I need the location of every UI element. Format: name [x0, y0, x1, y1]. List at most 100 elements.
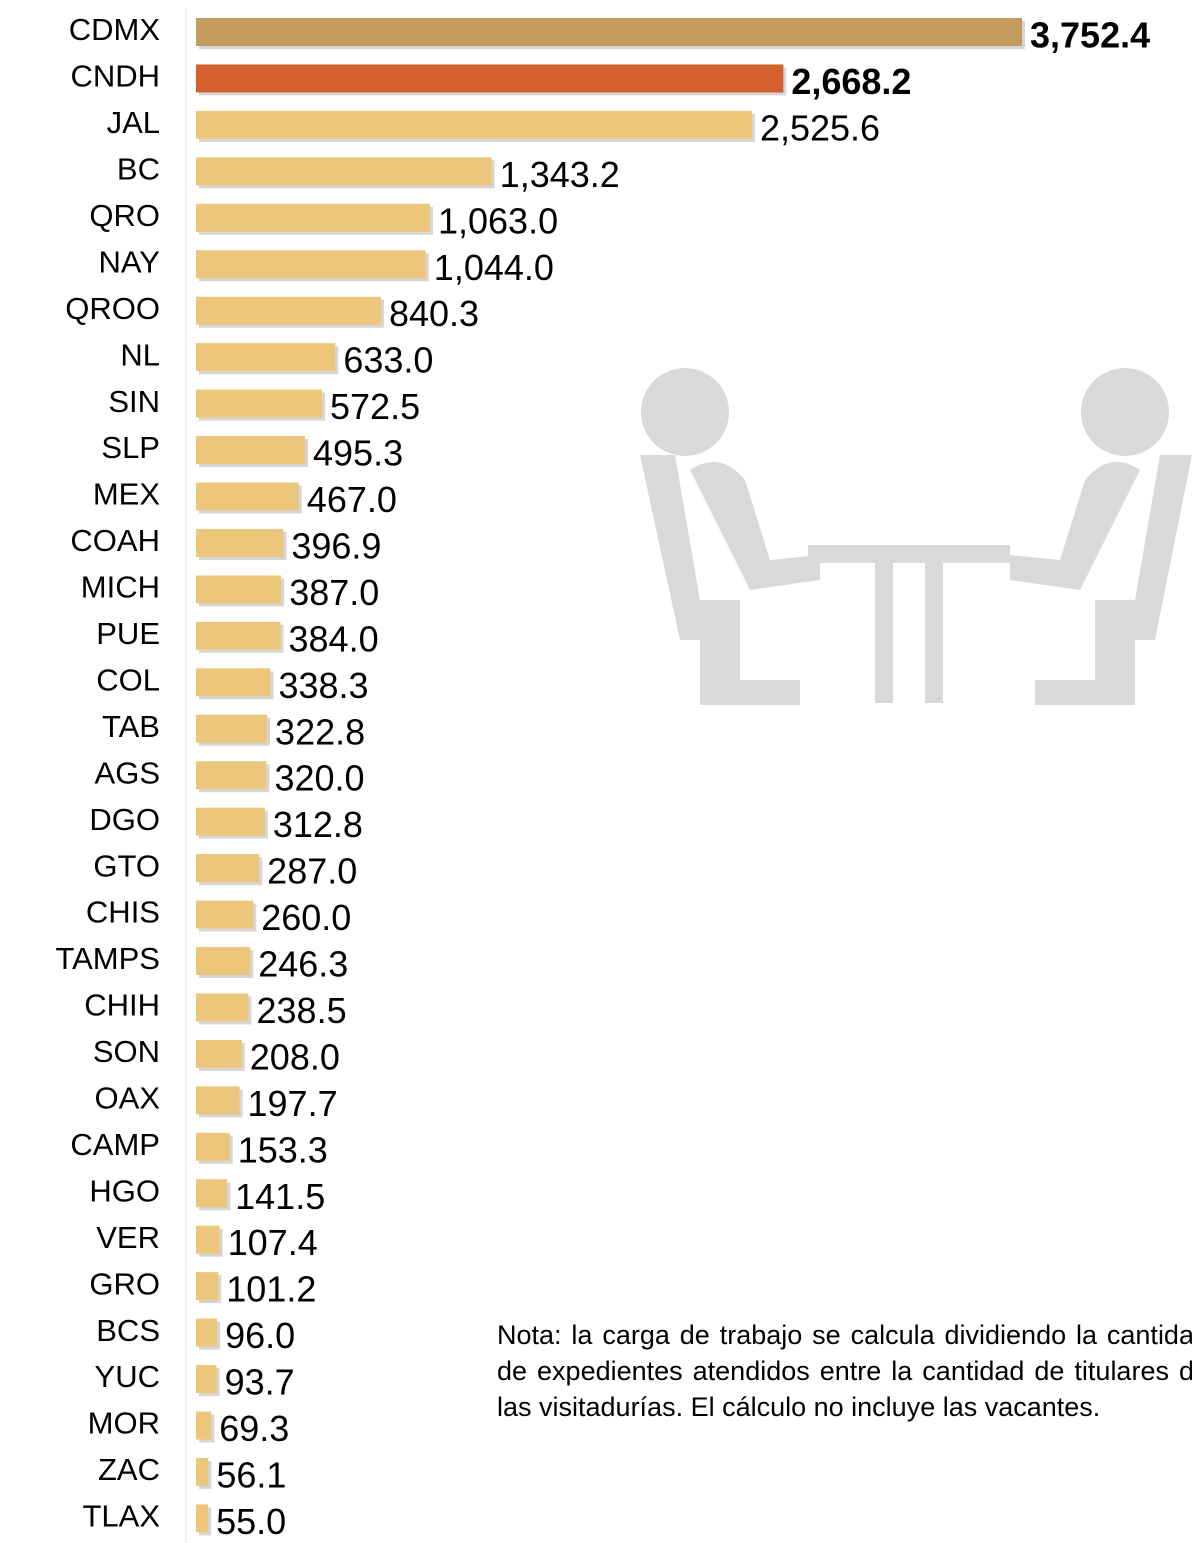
bar — [196, 18, 1022, 46]
category-label: CNDH — [70, 59, 160, 94]
bar — [196, 854, 260, 883]
value-label: 320.0 — [274, 758, 364, 799]
bar — [196, 1272, 219, 1301]
category-label: SLP — [101, 430, 160, 465]
bar — [196, 1086, 240, 1115]
value-label: 246.3 — [258, 944, 348, 985]
value-label: 840.3 — [389, 293, 479, 334]
bar — [196, 157, 492, 186]
value-label: 96.0 — [225, 1315, 295, 1356]
category-label: COL — [96, 662, 160, 697]
bar — [196, 807, 265, 836]
value-label: 467.0 — [307, 479, 397, 520]
category-label: PUE — [96, 616, 160, 651]
value-label: 387.0 — [289, 572, 379, 613]
category-label: SIN — [108, 384, 160, 419]
bar — [196, 1318, 218, 1347]
bar — [196, 64, 784, 93]
value-label: 238.5 — [257, 990, 347, 1031]
bar — [196, 296, 381, 325]
bar — [196, 1132, 230, 1161]
meeting-icon — [640, 368, 1192, 705]
bar — [196, 714, 268, 743]
value-label: 197.7 — [248, 1083, 338, 1124]
category-label: VER — [96, 1220, 160, 1255]
value-label: 141.5 — [235, 1176, 325, 1217]
value-label: 1,044.0 — [434, 247, 554, 288]
category-label: HGO — [89, 1173, 160, 1208]
category-label: BC — [117, 152, 160, 187]
value-label: 153.3 — [238, 1129, 328, 1170]
bar — [196, 1411, 212, 1440]
category-label: CDMX — [69, 12, 161, 47]
category-label: MICH — [81, 570, 160, 605]
value-label: 93.7 — [225, 1362, 295, 1403]
bar — [196, 203, 430, 232]
value-label: 1,343.2 — [500, 154, 620, 195]
category-label: NAY — [99, 244, 160, 279]
category-label: JAL — [107, 105, 160, 140]
bar — [196, 761, 267, 790]
bar — [196, 1457, 209, 1486]
value-label: 572.5 — [330, 386, 420, 427]
category-label: COAH — [70, 523, 160, 558]
bar — [196, 1504, 209, 1533]
bar — [196, 250, 426, 279]
bar — [196, 1179, 228, 1208]
bar — [196, 436, 306, 465]
category-label: QRO — [89, 198, 160, 233]
value-label: 384.0 — [289, 618, 379, 659]
category-label: CHIH — [84, 988, 160, 1023]
value-label: 55.0 — [216, 1501, 286, 1542]
bar — [196, 1039, 242, 1068]
value-label: 69.3 — [219, 1408, 289, 1449]
category-label: ZAC — [98, 1452, 160, 1487]
category-label: AGS — [95, 755, 160, 790]
value-label: 107.4 — [228, 1222, 318, 1263]
value-label: 2,668.2 — [791, 61, 911, 102]
bar — [196, 993, 249, 1022]
category-label: GRO — [89, 1266, 160, 1301]
value-label: 208.0 — [250, 1036, 340, 1077]
value-label: 312.8 — [273, 804, 363, 845]
category-label: DGO — [89, 802, 160, 837]
value-label: 2,525.6 — [760, 107, 880, 148]
category-label: TLAX — [82, 1499, 160, 1534]
value-label: 287.0 — [267, 851, 357, 892]
bar — [196, 482, 299, 511]
category-label: QROO — [65, 291, 160, 326]
category-label: YUC — [95, 1359, 160, 1394]
category-label: GTO — [93, 848, 160, 883]
value-label: 322.8 — [275, 711, 365, 752]
category-label: SON — [93, 1034, 160, 1069]
bar — [196, 343, 336, 372]
value-label: 3,752.4 — [1030, 15, 1150, 56]
category-label: TAMPS — [56, 941, 161, 976]
value-label: 1,063.0 — [438, 200, 558, 241]
bar — [196, 668, 271, 697]
category-label: NL — [120, 337, 160, 372]
value-label: 633.0 — [343, 340, 433, 381]
category-label: MEX — [93, 477, 161, 512]
category-label: BCS — [96, 1313, 160, 1348]
value-label: 101.2 — [226, 1269, 316, 1310]
bar — [196, 947, 251, 975]
value-label: 260.0 — [261, 897, 351, 938]
bar — [196, 621, 281, 650]
bar — [196, 1225, 220, 1254]
bar — [196, 1365, 217, 1394]
value-label: 56.1 — [216, 1454, 286, 1495]
bar — [196, 389, 323, 418]
bar — [196, 900, 254, 929]
category-label: OAX — [95, 1081, 161, 1116]
bar — [196, 110, 752, 139]
bar — [196, 575, 282, 604]
value-label: 495.3 — [313, 433, 403, 474]
value-label: 338.3 — [278, 665, 368, 706]
category-label: MOR — [88, 1406, 160, 1441]
note: Nota: la carga de trabajo se calcula div… — [497, 1320, 1192, 1422]
value-label: 396.9 — [291, 525, 381, 566]
category-label: TAB — [102, 709, 160, 744]
